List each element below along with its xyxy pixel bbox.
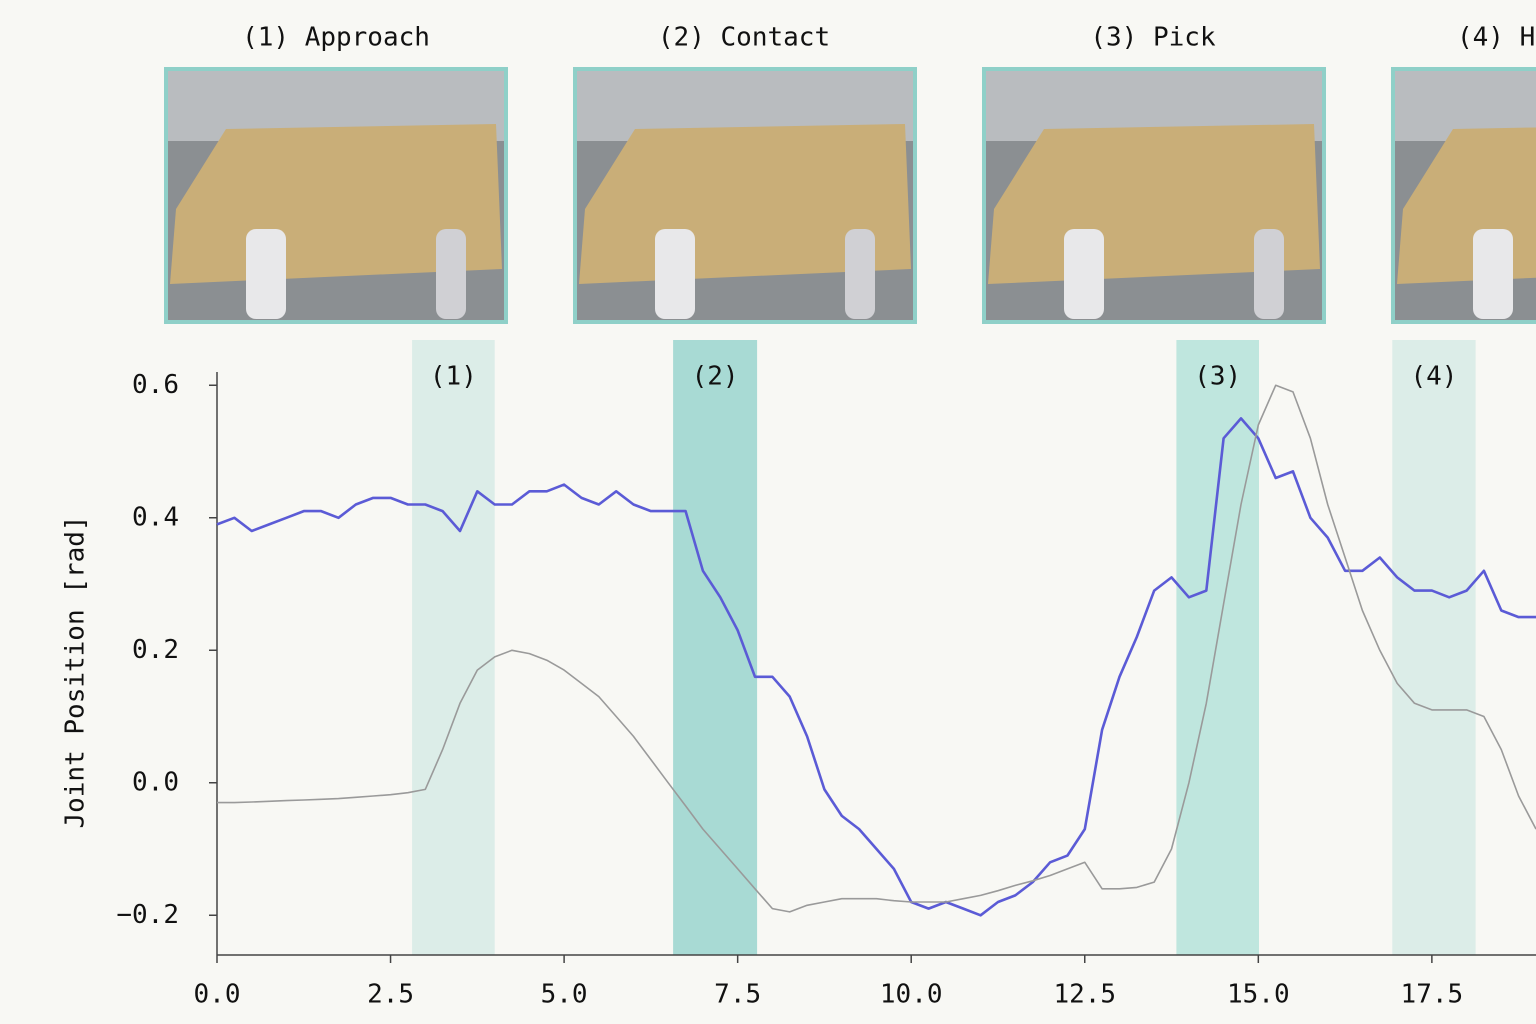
phase-label: (3) xyxy=(1194,362,1241,392)
y-tick-label: 0.0 xyxy=(132,767,179,797)
thumbnail xyxy=(573,67,917,324)
phase-label: (1) xyxy=(430,362,477,392)
x-tick-label: 2.5 xyxy=(367,980,414,1010)
x-tick-label: 15.0 xyxy=(1227,980,1290,1010)
panel-title: (3) Pick xyxy=(1090,23,1216,53)
x-tick-label: 12.5 xyxy=(1053,980,1116,1010)
phase-band xyxy=(412,340,495,955)
thumbnail xyxy=(164,67,508,324)
photo-robot-hand xyxy=(845,229,875,319)
thumbnail xyxy=(982,67,1326,324)
y-tick-label: −0.2 xyxy=(116,900,179,930)
x-tick-label: 5.0 xyxy=(541,980,588,1010)
y-axis-label: Joint Position [rad] xyxy=(61,515,91,828)
x-tick-label: 7.5 xyxy=(714,980,761,1010)
phase-label: (2) xyxy=(692,362,739,392)
photo-robot-hand xyxy=(246,229,286,319)
panel-title: (1) Approach xyxy=(242,23,430,53)
x-tick-label: 17.5 xyxy=(1401,980,1464,1010)
photo-robot-hand xyxy=(1473,229,1513,319)
phase-band xyxy=(1392,340,1476,955)
y-tick-label: 0.2 xyxy=(132,635,179,665)
panel-title: (4) Ha xyxy=(1457,23,1536,53)
photo-robot-hand xyxy=(1064,229,1104,319)
y-tick-label: 0.4 xyxy=(132,502,179,532)
series-line xyxy=(216,417,1536,917)
panel-title: (2) Contact xyxy=(658,23,830,53)
series-line xyxy=(217,384,1536,913)
phase-band xyxy=(1176,340,1260,955)
y-tick-label: 0.6 xyxy=(132,370,179,400)
photo-robot-hand xyxy=(436,229,466,319)
thumbnail xyxy=(1391,67,1536,324)
phase-label: (4) xyxy=(1410,362,1457,392)
photo-robot-hand xyxy=(655,229,695,319)
x-tick-label: 0.0 xyxy=(194,980,241,1010)
photo-robot-hand xyxy=(1254,229,1284,319)
x-tick-label: 10.0 xyxy=(880,980,943,1010)
